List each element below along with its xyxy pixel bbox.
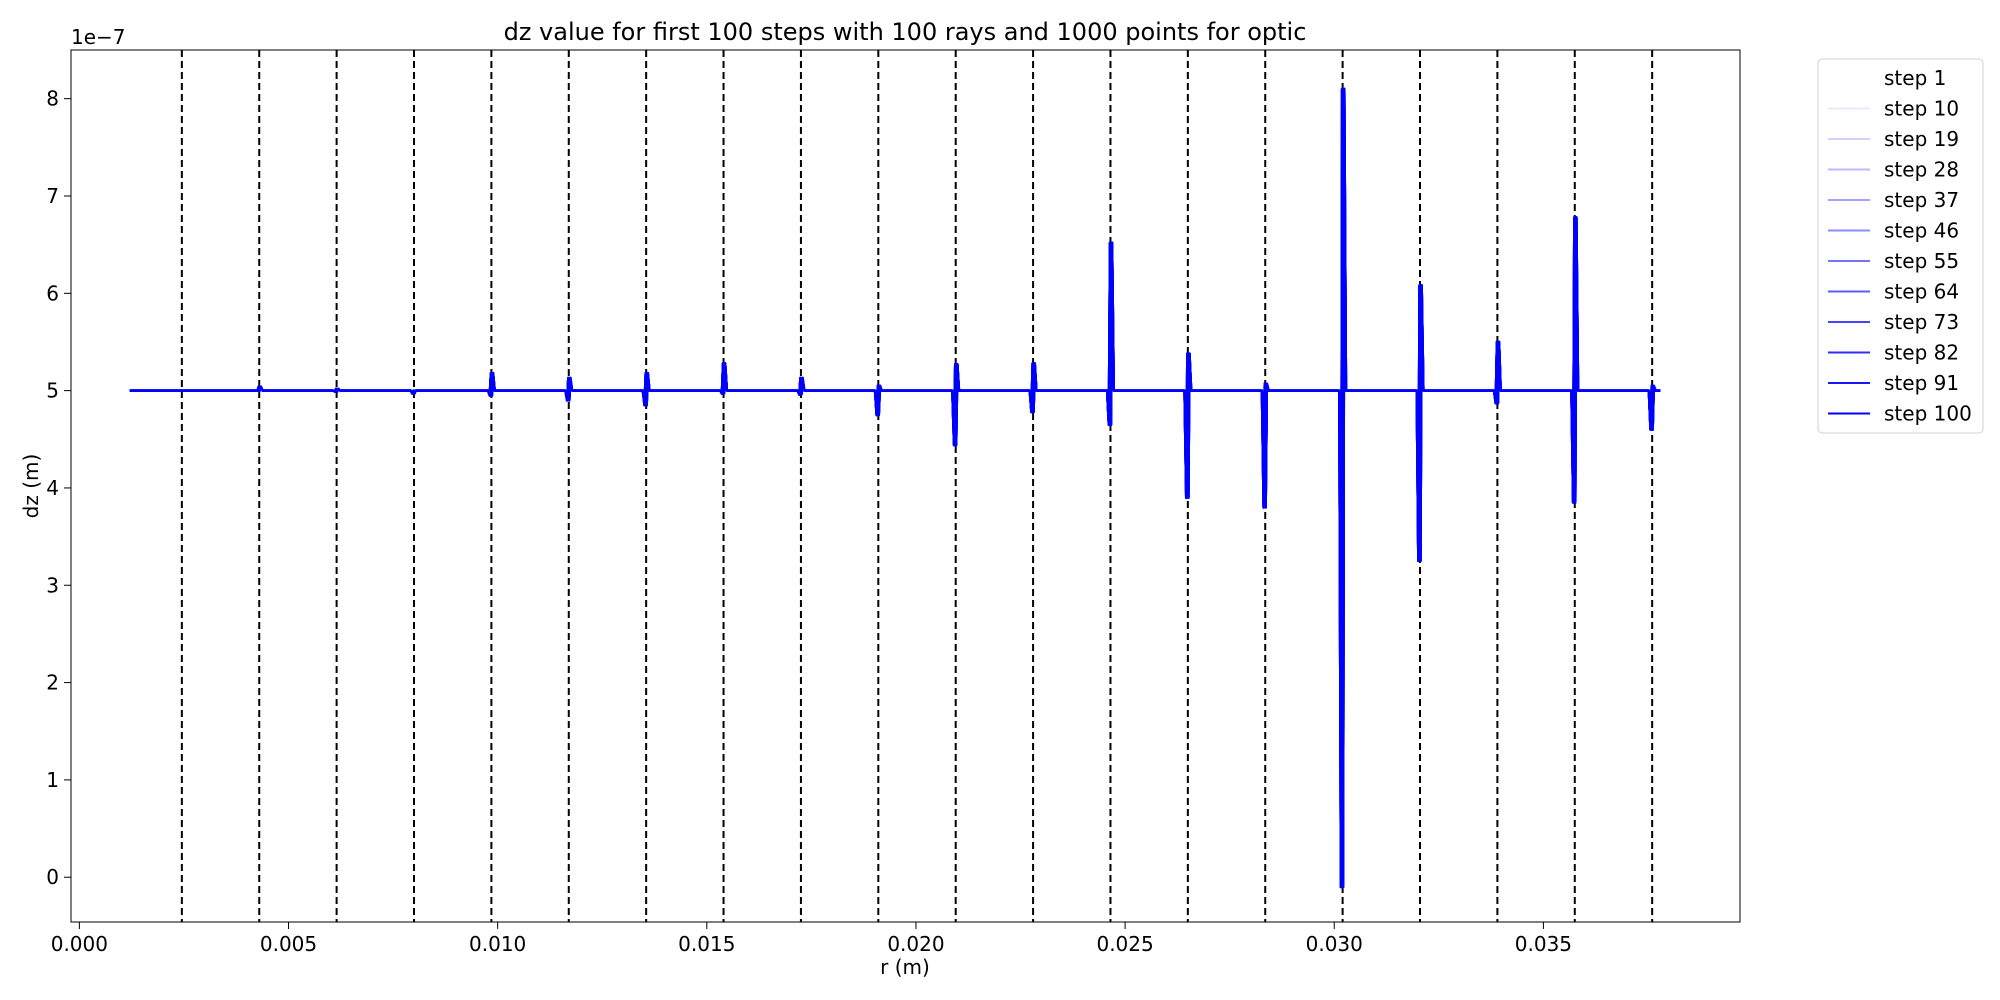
x-tick-label: 0.005 [260, 932, 317, 956]
plot-frame [70, 49, 1741, 923]
series-line-step-64 [129, 87, 1661, 889]
y-offset-text: 1e−7 [71, 25, 126, 49]
series-line-step-1 [130, 89, 1661, 887]
plot-area [129, 50, 1661, 922]
x-axis-label: r (m) [880, 955, 930, 979]
series-line-step-100 [129, 87, 1661, 889]
x-tick-label: 0.015 [678, 932, 735, 956]
legend-label: step 82 [1884, 341, 1959, 365]
x-tick-label: 0.030 [1306, 932, 1363, 956]
legend-label: step 55 [1884, 249, 1959, 273]
x-tick-label: 0.010 [469, 932, 526, 956]
y-tick-label: 6 [46, 281, 59, 305]
legend-label: step 46 [1884, 219, 1959, 243]
x-tick-label: 0.035 [1515, 932, 1572, 956]
legend: step 1 step 10 step 19 step 28 step 37 step 4… [1817, 58, 1984, 434]
legend-label: step 10 [1884, 97, 1959, 121]
series-line-step-91 [129, 87, 1661, 889]
series-line-step-19 [129, 87, 1661, 889]
legend-frame [1817, 58, 1984, 434]
series-line-step-46 [129, 87, 1661, 889]
y-tick-label: 0 [46, 865, 59, 889]
series-line-step-55 [129, 87, 1661, 889]
x-tick-label: 0.000 [51, 932, 108, 956]
x-tick-label: 0.020 [887, 932, 944, 956]
legend-label: step 28 [1884, 158, 1959, 182]
chart-title: dz value for first 100 steps with 100 ra… [504, 18, 1307, 46]
legend-label: step 64 [1884, 280, 1959, 304]
y-tick-label: 4 [46, 476, 59, 500]
y-axis: 0 1 2 3 4 5 6 7 8 [46, 87, 71, 889]
y-tick-label: 3 [46, 573, 59, 597]
series-line-step-10 [129, 87, 1661, 889]
x-tick-label: 0.025 [1096, 932, 1153, 956]
legend-label: step 91 [1884, 371, 1959, 395]
legend-label: step 19 [1884, 127, 1959, 151]
series-line-step-82 [129, 87, 1661, 889]
series-line-step-73 [129, 87, 1661, 889]
x-axis: 0.000 0.005 0.010 0.015 0.020 0.025 0.030 0.035 [51, 922, 1572, 956]
legend-label: step 1 [1884, 66, 1946, 90]
legend-label: step 37 [1884, 188, 1959, 212]
legend-label: step 100 [1884, 402, 1972, 426]
legend-label: step 73 [1884, 310, 1959, 334]
y-tick-label: 1 [46, 768, 59, 792]
y-tick-label: 7 [46, 184, 59, 208]
y-tick-label: 2 [46, 671, 59, 695]
series-line-step-37 [129, 87, 1661, 889]
series-line-step-28 [129, 87, 1661, 889]
y-axis-label: dz (m) [19, 454, 43, 519]
y-tick-label: 5 [46, 379, 59, 403]
y-tick-label: 8 [46, 87, 59, 111]
